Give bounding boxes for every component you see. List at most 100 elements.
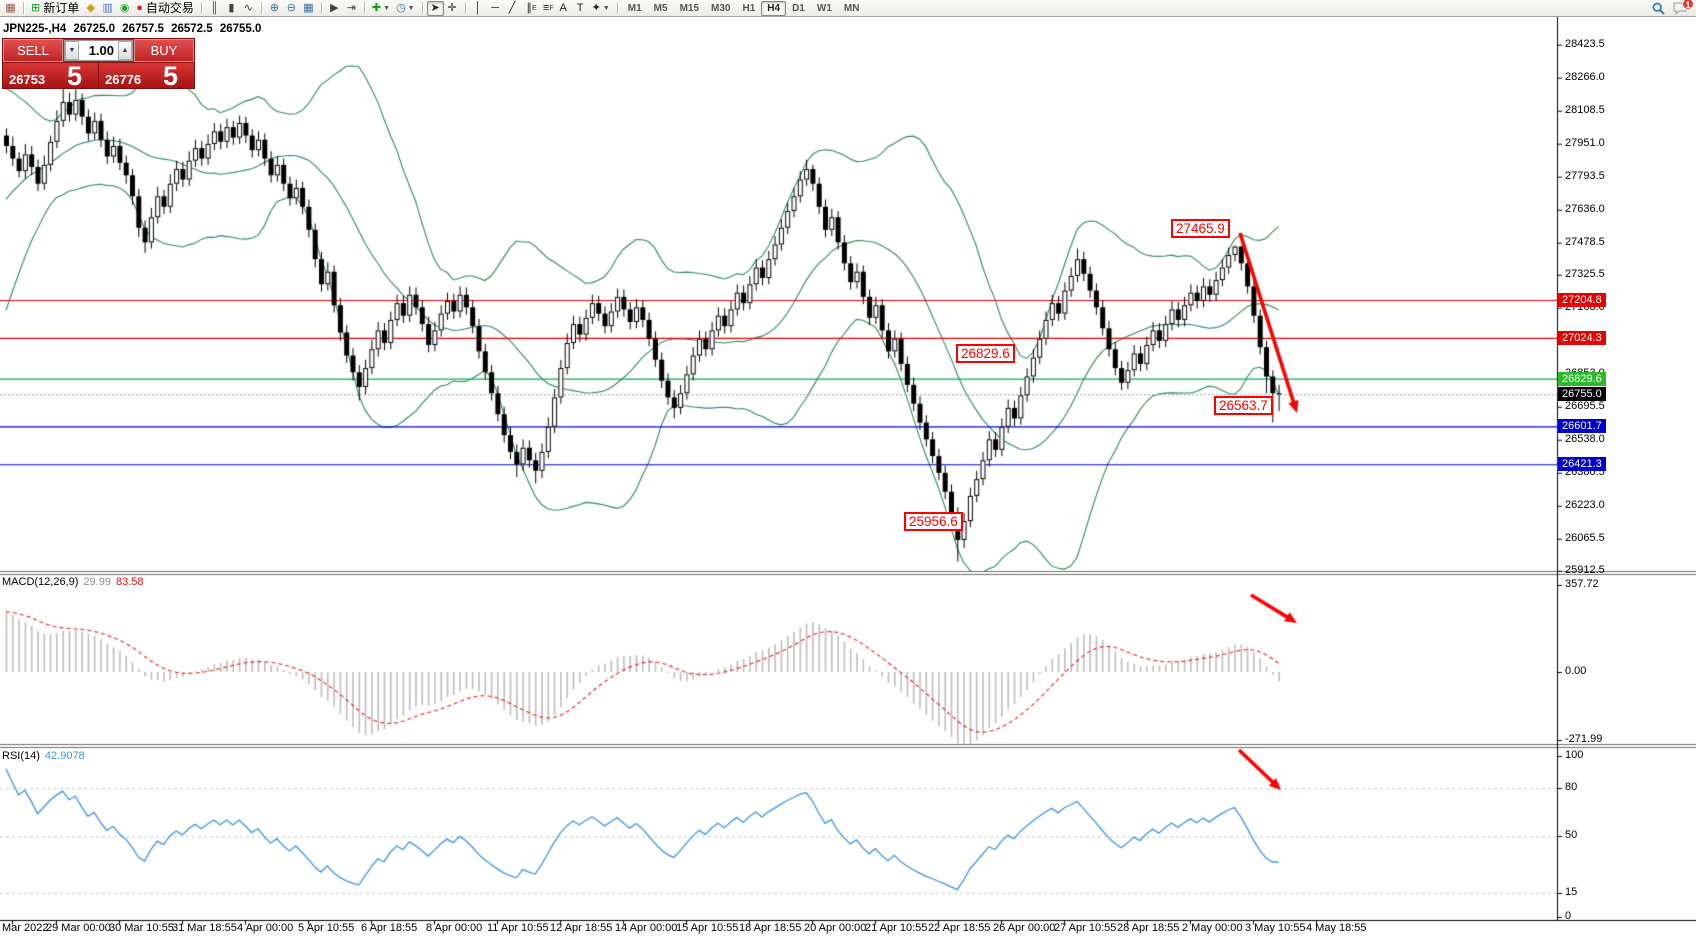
channel-button[interactable]: ∥ E [521, 1, 538, 16]
sell-price-main: 26753 [9, 72, 46, 87]
profile-icon-glyph: ▥ [102, 1, 113, 14]
autotrading-button[interactable]: ● 自动交易 [133, 1, 197, 16]
autotrading-glyph: ● [136, 1, 143, 14]
profile-icon[interactable]: ▥ [99, 1, 116, 16]
volume-decrease-button[interactable]: ▼ [65, 41, 79, 60]
time-tick-label: 22 Apr 18:55 [928, 922, 991, 934]
periods-button-dropdown-arrow[interactable]: ▼ [407, 4, 415, 12]
chart-window-icon-glyph: ▦ [5, 1, 16, 14]
timeframe-d1[interactable]: D1 [792, 2, 805, 14]
trendline-button[interactable]: ╱ [504, 1, 521, 16]
zoom-in-icon[interactable]: ⊕ [266, 1, 283, 16]
time-tick-label: 6 Apr 18:55 [361, 922, 418, 934]
toolbar-separator [464, 2, 466, 14]
price-tick-label: 28108.5 [1565, 103, 1605, 116]
rsi-tick-label: 0 [1565, 910, 1572, 922]
price-callout[interactable]: 27465.9 [1171, 219, 1230, 238]
timeframe-h1[interactable]: H1 [742, 2, 756, 14]
chart-window: JPN225-,H4 26725.0 26757.5 26572.5 26755… [0, 17, 1696, 938]
crosshair-button[interactable]: ✛ [444, 1, 461, 16]
volume-input[interactable]: 1.00 [79, 41, 118, 60]
text-button[interactable]: A [555, 1, 572, 16]
cursor-button[interactable]: ➤ [426, 0, 444, 16]
price-tick-label: 27478.5 [1565, 235, 1605, 248]
search-icon[interactable] [1652, 2, 1665, 15]
timeframe-m30[interactable]: M30 [711, 2, 731, 14]
buy-button[interactable]: BUY [134, 39, 194, 62]
price-badge: 27204.8 [1558, 293, 1606, 308]
timeframe-h4[interactable]: H4 [761, 0, 787, 16]
tile-windows-icon[interactable]: ▦ [300, 1, 317, 16]
arrows-button-dropdown-arrow[interactable]: ▼ [602, 4, 610, 12]
price-callout[interactable]: 26563.7 [1214, 396, 1273, 415]
bars-mode-icon[interactable]: ║ [206, 1, 223, 16]
zoom-out-icon[interactable]: ⊖ [283, 1, 300, 16]
price-badge: 26829.6 [1558, 371, 1606, 386]
symbol-period: JPN225-,H4 [3, 23, 67, 35]
timeframe-bar: M1 M5 M15 M30 H1 H4 D1 W1 MN [622, 0, 866, 16]
label-glyph: T [576, 1, 584, 14]
price-tick-label: 26223.0 [1565, 498, 1605, 511]
signal-icon[interactable]: ◉ [116, 1, 133, 16]
periods-button[interactable]: ◷ ▼ [393, 1, 418, 16]
bars-mode-icon-glyph: ║ [210, 1, 219, 14]
toolbar-separator [616, 2, 618, 14]
buy-price[interactable]: 26776 5 [98, 61, 194, 91]
chart-window-icon[interactable]: ▦ [2, 1, 19, 16]
macd-signal-value: 83.58 [115, 576, 144, 588]
timeframe-m1[interactable]: M1 [627, 2, 642, 14]
sell-price[interactable]: 26753 5 [3, 61, 98, 91]
auto-scroll-icon[interactable]: ▶ [326, 1, 343, 16]
autotrading-button-label: 自动交易 [145, 0, 194, 15]
new-order-button-label: 新订单 [43, 0, 80, 15]
time-tick-label: 29 Mar 00:00 [46, 922, 111, 934]
time-tick-label: 4 Apr 00:00 [237, 922, 294, 934]
timeframe-w1[interactable]: W1 [816, 2, 832, 14]
toolbar: ▦ ⊞ 新订单 ◆ ▥ ◉ ● 自动交易 ║ ▮ ∿ ⊕ ⊖ ▦ ▶ ⇥ ✚ ▼ ◷ ▼ ➤ ✛ │ ─ ╱ ∥ E ≡ F A T ✦ ▼ M… [0, 0, 1696, 17]
price-tick-label: 28423.5 [1565, 37, 1605, 50]
chart-canvas[interactable] [0, 17, 1696, 938]
vline-button[interactable]: │ [470, 1, 487, 16]
price-callout[interactable]: 25956.6 [904, 512, 963, 531]
price-tick-label: 28266.0 [1565, 70, 1605, 83]
buy-price-fraction: 5 [162, 61, 178, 91]
time-tick-label: 8 Apr 00:00 [426, 922, 483, 934]
rsi-tick-label: 15 [1565, 886, 1578, 898]
indicators-add-glyph: ✚ [371, 1, 382, 14]
rsi-value: 42.9078 [44, 750, 85, 762]
price-tick-label: 26538.0 [1565, 432, 1605, 445]
time-tick-label: 14 Apr 00:00 [615, 922, 678, 934]
chat-icon[interactable]: 1 [1673, 0, 1694, 15]
candles-mode-icon[interactable]: ▮ [223, 1, 240, 16]
price-tick-label: 27636.0 [1565, 202, 1605, 215]
line-mode-icon[interactable]: ∿ [240, 1, 257, 16]
arrows-glyph: ✦ [591, 1, 601, 14]
new-order-glyph: ⊞ [31, 1, 41, 14]
hline-button[interactable]: ─ [487, 1, 504, 16]
new-order-button[interactable]: ⊞ 新订单 [28, 1, 82, 16]
timeframe-m5[interactable]: M5 [653, 2, 668, 14]
sell-button[interactable]: SELL [3, 39, 63, 62]
indicators-add-button[interactable]: ✚ ▼ [369, 1, 393, 16]
time-tick-label: 5 Apr 10:55 [298, 922, 355, 934]
timeframe-mn[interactable]: MN [843, 2, 860, 14]
rsi-tick-label: 80 [1565, 781, 1578, 793]
time-tick-label: 20 Apr 00:00 [804, 922, 867, 934]
price-badge: 26755.0 [1558, 387, 1606, 402]
macd-tick-label: 0.00 [1565, 665, 1587, 677]
chart-shift-icon[interactable]: ⇥ [343, 1, 360, 16]
price-callout[interactable]: 26829.6 [956, 344, 1015, 363]
volume-increase-button[interactable]: ▲ [118, 41, 132, 60]
time-tick-label: 18 Apr 18:55 [739, 922, 802, 934]
arrows-button[interactable]: ✦ ▼ [589, 1, 613, 16]
price-tick-label: 27793.5 [1565, 169, 1605, 182]
fibonacci-button[interactable]: ≡ F [538, 1, 555, 16]
timeframe-m15[interactable]: M15 [679, 2, 700, 14]
market-watch-icon[interactable]: ◆ [82, 1, 99, 16]
rsi-tick-label: 50 [1565, 829, 1578, 841]
label-button[interactable]: T [572, 1, 589, 16]
price-tick-label: 26695.5 [1565, 399, 1605, 412]
channel-glyph: ∥ [526, 1, 532, 14]
vline-glyph: │ [474, 1, 482, 14]
indicators-add-button-dropdown-arrow[interactable]: ▼ [383, 4, 391, 12]
